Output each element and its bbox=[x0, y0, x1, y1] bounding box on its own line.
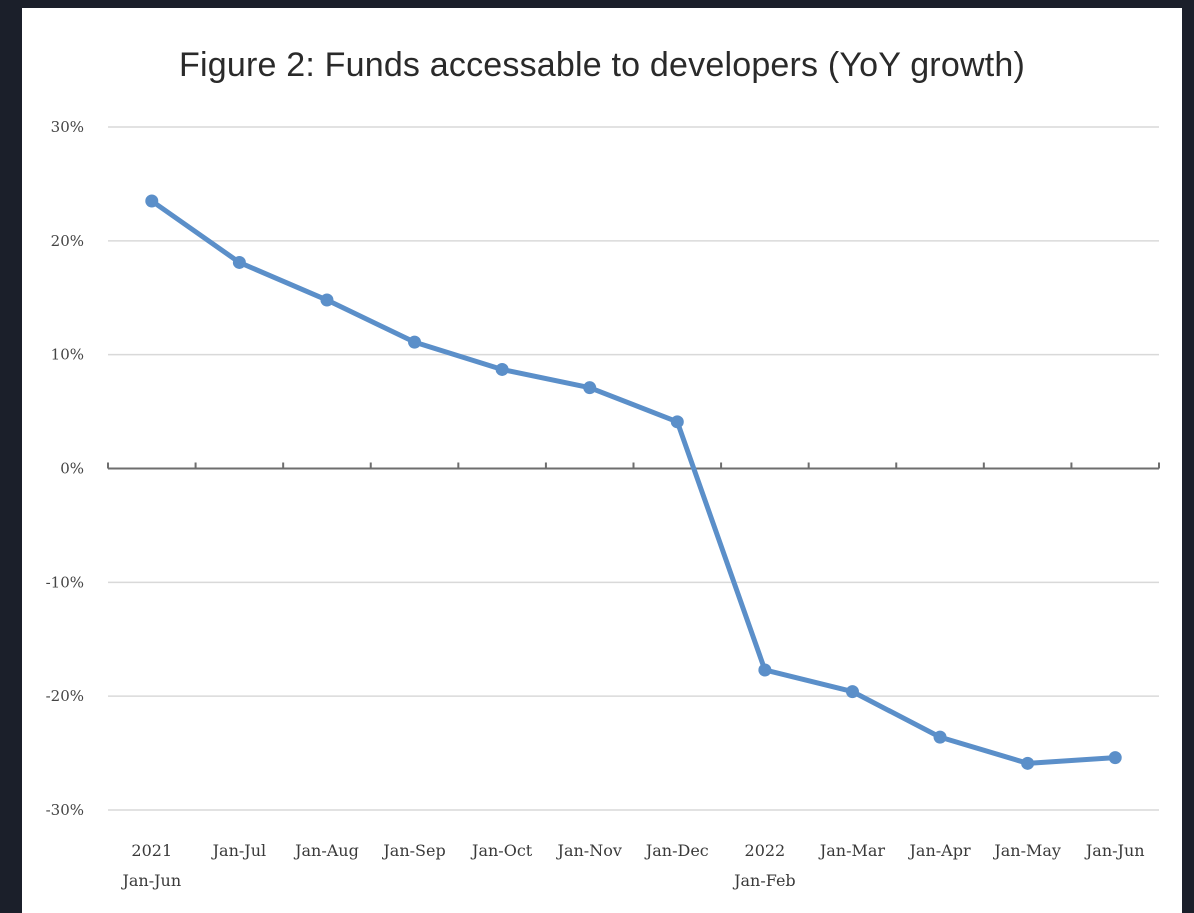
category-label: 2021 bbox=[131, 841, 172, 860]
chart-title: Figure 2: Funds accessable to developers… bbox=[179, 46, 1025, 84]
data-point bbox=[145, 194, 159, 208]
y-tick-label: -10% bbox=[46, 573, 84, 591]
data-point bbox=[408, 335, 422, 349]
category-label: Jan-Mar bbox=[818, 841, 886, 860]
line-chart: 30% 20% 10% 0% -10% -20% -30% 2021 Jan-Jun Jan-Ju… bbox=[46, 118, 1160, 890]
chart-panel: Figure 2: Funds accessable to developers… bbox=[22, 8, 1182, 913]
data-point bbox=[232, 255, 246, 269]
y-tick-label: 20% bbox=[51, 232, 84, 250]
category-label: Jan-Dec bbox=[644, 841, 709, 860]
data-point bbox=[1108, 751, 1122, 765]
category-label: 2022 bbox=[745, 841, 786, 860]
y-tick-label: 30% bbox=[51, 118, 84, 136]
category-label: Jan-Jul bbox=[211, 841, 267, 860]
data-point bbox=[670, 415, 684, 429]
data-point bbox=[1021, 756, 1035, 770]
data-point bbox=[495, 362, 509, 376]
category-label: Jan-Oct bbox=[470, 841, 533, 860]
category-label: Jan-Sep bbox=[381, 841, 445, 860]
data-point bbox=[845, 685, 859, 699]
series-line bbox=[149, 198, 1118, 766]
y-tick-label: 10% bbox=[51, 346, 84, 364]
data-point bbox=[320, 293, 334, 307]
y-tick-label: -20% bbox=[46, 687, 84, 705]
category-label: Jan-Jun bbox=[1084, 841, 1145, 860]
data-point bbox=[583, 381, 597, 395]
category-label: Jan-May bbox=[992, 841, 1061, 860]
category-label: Jan-Feb bbox=[732, 871, 796, 890]
data-point bbox=[758, 663, 772, 677]
category-label: Jan-Jun bbox=[120, 871, 181, 890]
y-tick-label: 0% bbox=[60, 460, 84, 478]
category-label: Jan-Apr bbox=[907, 841, 970, 860]
category-label: Jan-Aug bbox=[293, 841, 359, 860]
data-point bbox=[933, 730, 947, 744]
y-tick-label: -30% bbox=[46, 801, 84, 819]
category-label: Jan-Nov bbox=[556, 841, 622, 860]
